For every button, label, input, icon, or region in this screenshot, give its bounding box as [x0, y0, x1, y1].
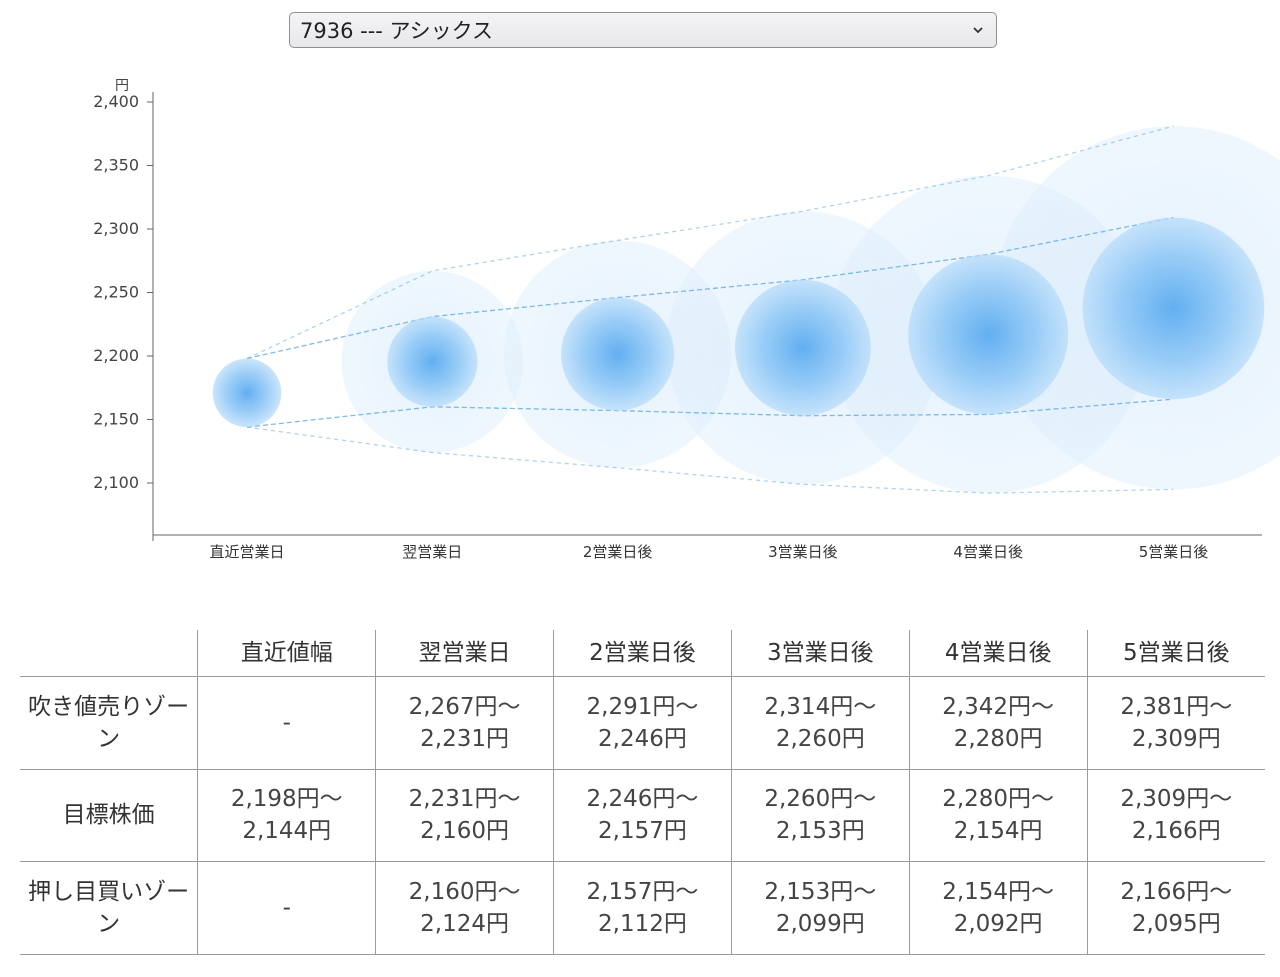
target-zone-bubble: [908, 254, 1069, 415]
target-low-line: [246, 398, 1174, 428]
row-label: 押し目買いゾーン: [20, 861, 199, 955]
table-cell: 2,166円〜 2,095円: [1086, 861, 1265, 955]
x-tick-label: 3営業日後: [768, 543, 838, 561]
table-cell: 2,153円〜 2,099円: [730, 861, 910, 955]
outer-high-line: [246, 125, 1174, 360]
table-row-target-price: 目標株価 2,198円〜 2,144円 2,231円〜 2,160円 2,246円〜…: [20, 768, 1265, 863]
y-tick-label: 2,100: [93, 473, 139, 492]
y-tick-label: 2,250: [93, 283, 139, 302]
table-header-row: 直近値幅 翌営業日 2営業日後 3営業日後 4営業日後 5営業日後: [20, 630, 1265, 677]
table-cell: 2,342円〜 2,280円: [908, 675, 1088, 770]
header-cell: 直近値幅: [197, 630, 377, 677]
target-zone-bubble: [734, 279, 871, 416]
target-high-line: [246, 216, 1174, 360]
table-row-buy-zone: 押し目買いゾーン - 2,160円〜 2,124円 2,157円〜 2,112円 2…: [20, 861, 1265, 955]
x-tick-label: 翌営業日: [402, 543, 462, 561]
target-zone-bubble: [561, 297, 675, 411]
row-label: 目標株価: [20, 768, 199, 863]
chevron-down-icon: [970, 22, 986, 38]
table-cell: 2,280円〜 2,154円: [908, 768, 1088, 863]
y-ticks: 2,100 2,150 2,200 2,250 2,300 2,350 2,400: [93, 92, 153, 492]
price-zone-table: 直近値幅 翌営業日 2営業日後 3営業日後 4営業日後 5営業日後 吹き値売りゾ…: [20, 630, 1265, 955]
table-corner: [20, 630, 199, 677]
table-cell: 2,314円〜 2,260円: [730, 675, 910, 770]
x-tick-label: 直近営業日: [209, 543, 284, 561]
table-cell: 2,291円〜 2,246円: [553, 675, 732, 770]
table-cell: -: [197, 675, 377, 770]
y-tick-label: 2,300: [93, 219, 139, 238]
price-forecast-chart: 円 2,100 2,150 2,200 2,250 2,300 2,350 2,400 直近…: [93, 78, 1280, 561]
outer-low-line: [246, 426, 1174, 494]
table-row-sell-zone: 吹き値売りゾーン - 2,267円〜 2,231円 2,291円〜 2,246円 2…: [20, 675, 1265, 770]
y-axis-unit: 円: [115, 78, 129, 94]
header-cell: 4営業日後: [908, 630, 1088, 677]
target-zone-bubble: [212, 358, 282, 428]
stock-select-value: 7936 --- アシックス: [300, 19, 494, 43]
table-cell: 2,309円〜 2,166円: [1086, 768, 1265, 863]
target-zone-bubble: [387, 316, 478, 407]
stock-select[interactable]: 7936 --- アシックス: [289, 12, 997, 48]
header-cell: 2営業日後: [553, 630, 732, 677]
header-cell: 3営業日後: [730, 630, 910, 677]
trend-line-layer: [246, 125, 1174, 494]
target-zone-layer: [212, 217, 1265, 428]
y-tick-label: 2,150: [93, 410, 139, 429]
y-tick-label: 2,200: [93, 346, 139, 365]
x-tick-label: 5営業日後: [1139, 543, 1209, 561]
header-cell: 5営業日後: [1086, 630, 1265, 677]
table-cell: 2,198円〜 2,144円: [197, 768, 377, 863]
x-tick-label: 2営業日後: [583, 543, 653, 561]
x-tick-label: 4営業日後: [953, 543, 1023, 561]
axes: 円: [115, 78, 1262, 541]
y-tick-label: 2,350: [93, 156, 139, 175]
table-cell: 2,154円〜 2,092円: [908, 861, 1088, 955]
table-cell: 2,246円〜 2,157円: [553, 768, 732, 863]
table-cell: 2,157円〜 2,112円: [553, 861, 732, 955]
header-cell: 翌営業日: [375, 630, 555, 677]
row-label: 吹き値売りゾーン: [20, 675, 199, 770]
table-cell: -: [197, 861, 377, 955]
table-cell: 2,267円〜 2,231円: [375, 675, 555, 770]
y-tick-label: 2,400: [93, 92, 139, 111]
table-cell: 2,160円〜 2,124円: [375, 861, 555, 955]
x-ticks: 直近営業日 翌営業日 2営業日後 3営業日後 4営業日後 5営業日後: [209, 543, 1208, 561]
target-zone-bubble: [1082, 217, 1265, 400]
table-cell: 2,381円〜 2,309円: [1086, 675, 1265, 770]
table-cell: 2,260円〜 2,153円: [730, 768, 910, 863]
table-cell: 2,231円〜 2,160円: [375, 768, 555, 863]
